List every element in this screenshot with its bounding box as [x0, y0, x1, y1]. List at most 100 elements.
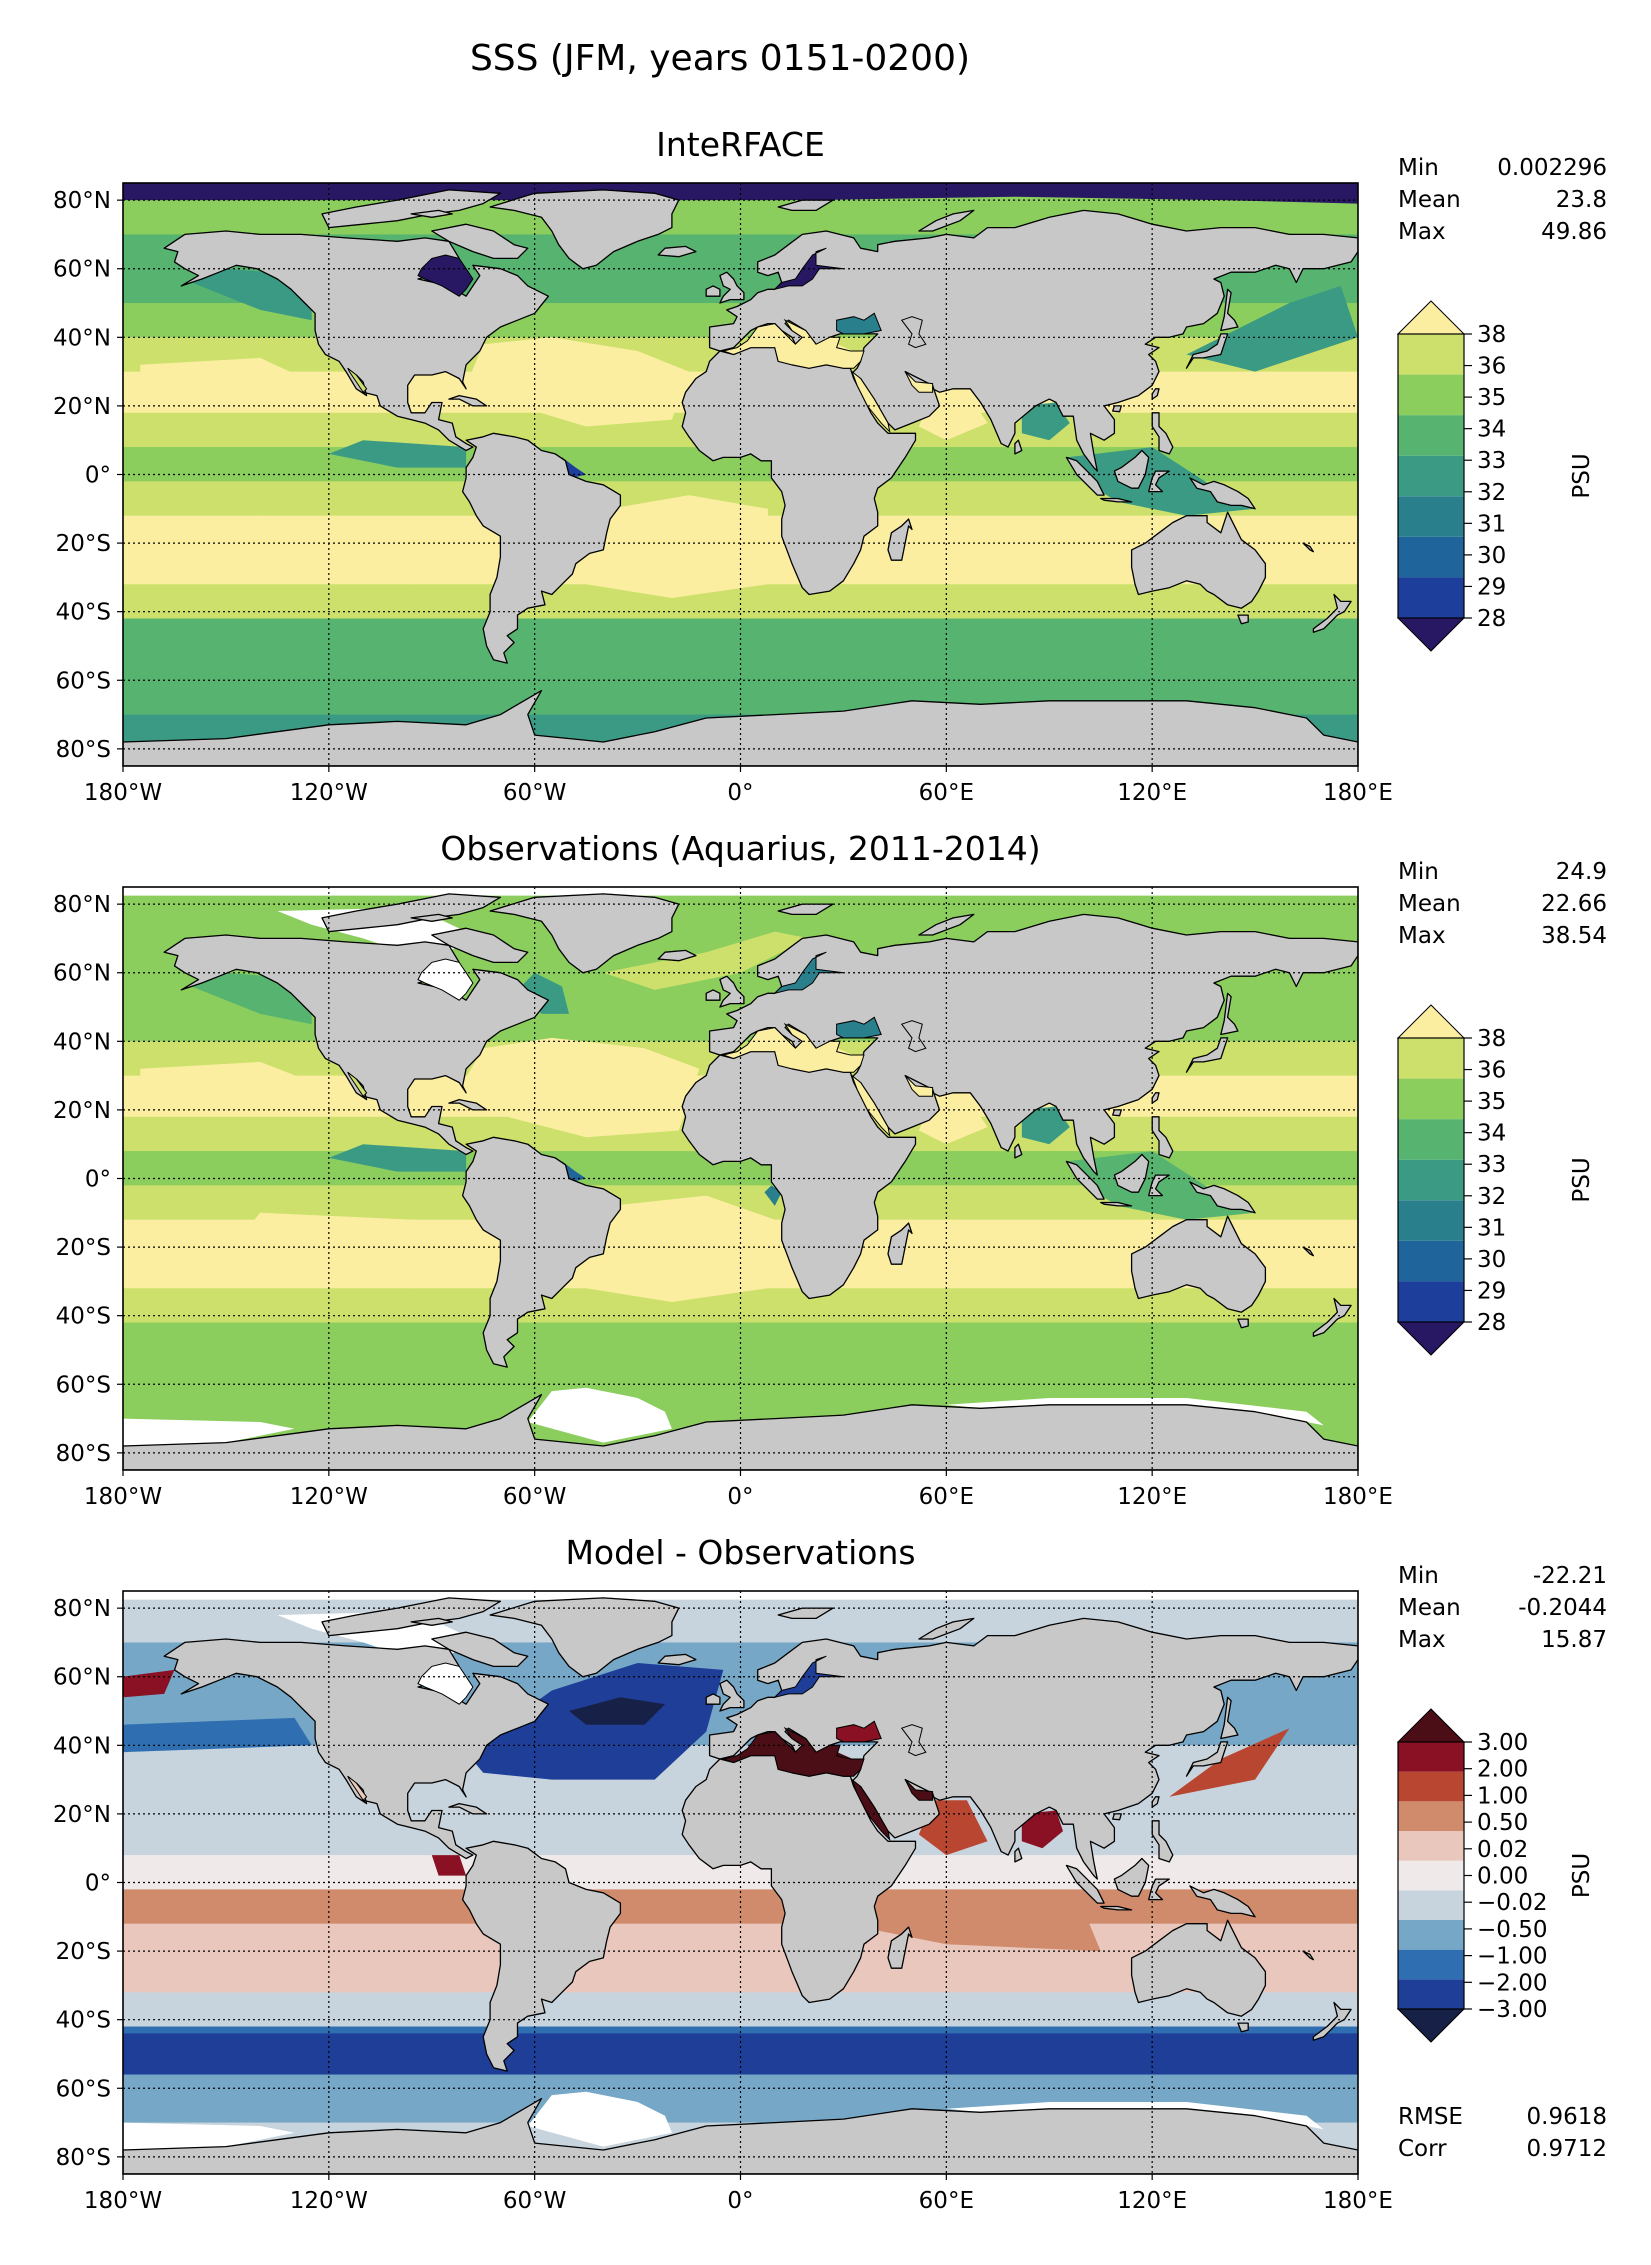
land-philippines	[1151, 1116, 1174, 1159]
land-philippines	[1151, 1820, 1174, 1863]
colorbar-extend-min	[1396, 1321, 1466, 1356]
lat-tick-label: 40°S	[56, 600, 111, 626]
land-australia	[1130, 1215, 1267, 1313]
stat-value: 15.87	[1541, 1627, 1607, 1653]
colorbar-segment	[1398, 1240, 1464, 1282]
lon-tick-label: 60°W	[503, 1484, 567, 1510]
colorbar-extend-max	[1396, 300, 1466, 335]
land-sumatra	[1065, 1864, 1105, 1904]
panel-0: InteRFACE 80°N 60°N 40°N 20°N 0° 20°S 40°S 60°S 8…	[53, 125, 1607, 806]
lat-tick-label: 40°N	[53, 1733, 111, 1759]
colorbar-tick-label: 28	[1477, 1310, 1506, 1336]
lat-tick-label: 60°N	[53, 961, 111, 987]
land-canadian-archipelago	[321, 893, 502, 933]
stat-value: 22.66	[1541, 891, 1607, 917]
lat-tick-label: 60°S	[56, 668, 111, 694]
lat-tick-label: 40°S	[56, 2008, 111, 2034]
land-japan	[1185, 1741, 1229, 1777]
lon-tick-label: 60°W	[503, 780, 567, 806]
land-hainan	[1112, 1109, 1122, 1117]
mediterranean-sea	[721, 1726, 865, 1777]
colorbar-extend-max	[1396, 1708, 1466, 1743]
colorbar-segment	[1398, 1860, 1464, 1891]
land-new-zealand	[1312, 1297, 1352, 1337]
lat-tick-label: 20°S	[56, 1235, 111, 1261]
colorbar-segment	[1398, 1831, 1464, 1861]
stat-label: Max	[1398, 219, 1446, 245]
colorbar-label: PSU	[1569, 1853, 1595, 1898]
land-great-britain	[719, 975, 745, 1008]
colorbar-label: PSU	[1569, 453, 1595, 498]
stat-value: 24.9	[1556, 859, 1607, 885]
stat-value: 0.002296	[1497, 155, 1607, 181]
land-tasmania	[1237, 2022, 1249, 2033]
north-pacific-max	[140, 357, 312, 406]
colorbar-tick-label: 2.00	[1477, 1757, 1528, 1783]
land-new-caledonia	[1302, 1950, 1315, 1961]
lat-tick-label: 20°N	[53, 394, 111, 420]
colorbar-tick-label: 30	[1477, 1247, 1506, 1273]
land-ellesmere-area	[410, 209, 453, 218]
stat-label: Min	[1398, 859, 1439, 885]
west-pacific-kuroshio	[1186, 285, 1358, 372]
east-pacific-warm-pool	[328, 1144, 467, 1172]
map-area	[123, 183, 1358, 766]
bay-of-bengal-fresh	[1021, 402, 1070, 441]
land-ireland	[705, 1693, 721, 1705]
diff-no-data-ross	[123, 2122, 295, 2150]
land-south-america	[461, 1840, 622, 2072]
red-sea	[850, 1074, 891, 1138]
colorbar-segment	[1398, 1038, 1464, 1079]
land-borneo	[1113, 1153, 1150, 1193]
stat-label: Mean	[1398, 891, 1461, 917]
colorbar-tick-label: −2.00	[1477, 1970, 1547, 1996]
colorbar-tick-label: 32	[1477, 480, 1506, 506]
lon-tick-label: 60°E	[919, 1484, 974, 1510]
panel-title: Observations (Aquarius, 2011-2014)	[440, 829, 1040, 868]
lon-tick-label: 60°E	[919, 780, 974, 806]
colorbar-extend-min	[1396, 617, 1466, 652]
land-tasmania	[1237, 1318, 1249, 1329]
land-south-america	[461, 432, 622, 664]
panel-title: InteRFACE	[656, 125, 825, 164]
lon-tick-label: 0°	[727, 1484, 753, 1510]
panel-1: Observations (Aquarius, 2011-2014) 80°N 60…	[53, 829, 1607, 1510]
mediterranean-sea	[721, 1022, 865, 1073]
land-great-britain	[719, 1679, 745, 1712]
bay-of-bengal-positive	[1021, 1810, 1063, 1849]
colorbar-segment	[1398, 374, 1464, 416]
black-sea	[836, 1720, 882, 1743]
land-tasmania	[1237, 614, 1249, 625]
land-java	[1100, 1201, 1133, 1207]
lat-tick-label: 0°	[85, 463, 111, 489]
lat-tick-label: 60°N	[53, 257, 111, 283]
colorbar-tick-label: 31	[1477, 511, 1506, 537]
colorbar-tick-label: 31	[1477, 1215, 1506, 1241]
stat-label: Min	[1398, 155, 1439, 181]
stat-value: -22.21	[1533, 1563, 1607, 1589]
lon-tick-label: 120°E	[1117, 780, 1187, 806]
land-cuba	[448, 1098, 488, 1111]
colorbar-segment	[1398, 496, 1464, 537]
stat-value: 49.86	[1541, 219, 1607, 245]
lon-tick-label: 120°W	[290, 1484, 368, 1510]
land-new-zealand	[1312, 2001, 1352, 2041]
caspian-sea	[900, 1724, 927, 1757]
colorbar-segment	[1398, 334, 1464, 375]
lon-tick-label: 180°W	[84, 1484, 162, 1510]
land-madagascar	[887, 518, 913, 561]
atlantic-subtropical-max	[466, 337, 689, 427]
lat-tick-label: 60°N	[53, 1665, 111, 1691]
lon-tick-label: 180°E	[1323, 1484, 1393, 1510]
colorbar-extend-max	[1396, 1004, 1466, 1039]
colorbar-tick-label: −0.02	[1477, 1890, 1547, 1916]
map-area	[123, 887, 1358, 1470]
land-new-guinea	[1189, 1885, 1256, 1918]
land-sri-lanka	[1014, 1847, 1023, 1863]
caspian-sea	[900, 1020, 927, 1053]
lat-tick-label: 0°	[85, 1871, 111, 1897]
colorbar-tick-label: 0.50	[1477, 1810, 1528, 1836]
land-greenland	[489, 1597, 680, 1678]
south-atlantic-max	[586, 1195, 775, 1302]
